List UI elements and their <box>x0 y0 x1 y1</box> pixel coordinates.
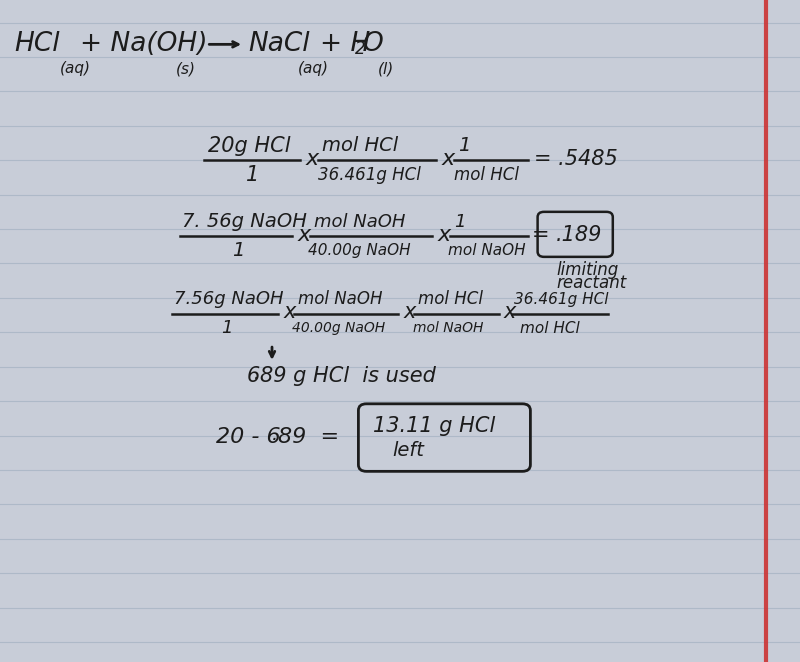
Text: 1: 1 <box>221 319 232 338</box>
Text: limiting: limiting <box>556 261 618 279</box>
Text: 13.11 g HCl: 13.11 g HCl <box>373 416 495 436</box>
Text: .: . <box>254 365 260 383</box>
Text: NaCl: NaCl <box>248 31 310 58</box>
Text: 1: 1 <box>232 242 244 260</box>
Text: 1: 1 <box>458 136 470 155</box>
Text: mol HCl: mol HCl <box>520 321 580 336</box>
Text: x: x <box>306 149 318 169</box>
Text: O: O <box>363 31 384 58</box>
Text: 89 g HCl  is used: 89 g HCl is used <box>260 366 436 386</box>
Text: mol HCl: mol HCl <box>454 166 518 184</box>
Text: 20g HCl: 20g HCl <box>208 136 290 156</box>
Text: 89  =: 89 = <box>278 427 338 447</box>
Text: x: x <box>504 303 516 322</box>
Text: x: x <box>283 303 295 322</box>
Text: reactant: reactant <box>556 274 626 293</box>
Text: HCl: HCl <box>14 31 60 58</box>
Text: 36.461g HCl: 36.461g HCl <box>318 166 422 184</box>
Text: .: . <box>272 426 278 444</box>
Text: mol NaOH: mol NaOH <box>314 213 405 231</box>
Text: 20 - 6: 20 - 6 <box>216 427 281 447</box>
Text: mol NaOH: mol NaOH <box>448 244 526 258</box>
Text: .189: .189 <box>556 225 602 245</box>
Text: 2: 2 <box>355 40 366 58</box>
Text: 7.56g NaOH: 7.56g NaOH <box>174 290 284 308</box>
Text: 36.461g HCl: 36.461g HCl <box>514 292 609 307</box>
Text: (l): (l) <box>378 62 394 76</box>
Text: mol NaOH: mol NaOH <box>413 321 483 336</box>
Text: (s): (s) <box>176 62 196 76</box>
Text: mol HCl: mol HCl <box>322 136 398 155</box>
Text: mol HCl: mol HCl <box>418 290 482 308</box>
Text: x: x <box>404 303 416 322</box>
Text: 6: 6 <box>246 366 260 386</box>
Text: + Na(OH): + Na(OH) <box>80 31 207 58</box>
Text: + H: + H <box>320 31 370 58</box>
Text: mol NaOH: mol NaOH <box>298 290 382 308</box>
Text: 1: 1 <box>454 213 466 231</box>
Text: 40.00g NaOH: 40.00g NaOH <box>292 321 385 336</box>
Text: x: x <box>442 149 454 169</box>
Text: left: left <box>392 441 424 459</box>
Text: x: x <box>438 225 450 245</box>
Text: =: = <box>532 225 550 245</box>
Text: (aq): (aq) <box>298 62 329 76</box>
Text: (aq): (aq) <box>60 62 91 76</box>
Text: x: x <box>298 225 310 245</box>
Text: 7. 56g NaOH: 7. 56g NaOH <box>182 213 307 231</box>
Text: 40.00g NaOH: 40.00g NaOH <box>308 244 410 258</box>
Text: 1: 1 <box>246 165 260 185</box>
Text: = .5485: = .5485 <box>534 149 618 169</box>
